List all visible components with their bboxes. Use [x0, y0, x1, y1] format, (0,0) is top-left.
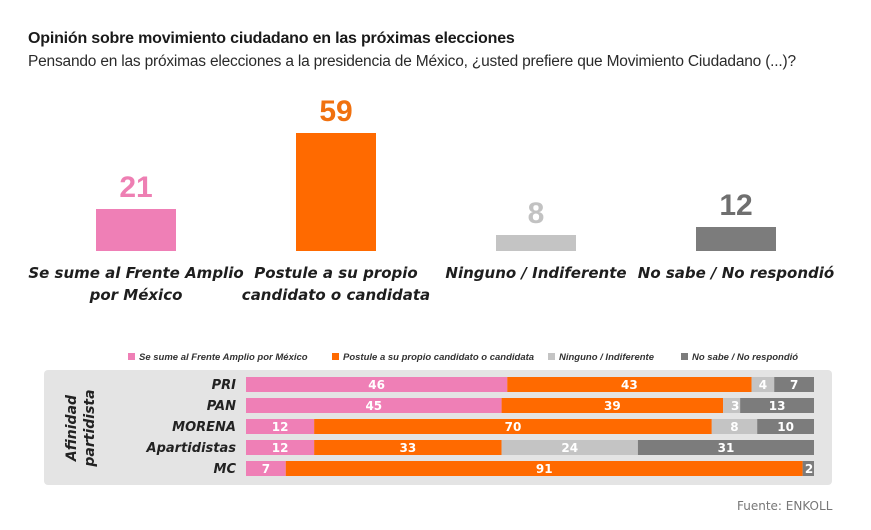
row-label: PRI [212, 378, 237, 393]
legend-label: Se sume al Frente Amplio por México [139, 352, 308, 363]
bar-value-label: 12 [719, 189, 752, 222]
segment-value-label: 12 [272, 420, 289, 434]
segment-value-label: 91 [536, 462, 553, 476]
bar-1 [96, 209, 176, 251]
chart-title: Opinión sobre movimiento ciudadano en la… [28, 30, 515, 47]
stacked-segment [507, 377, 752, 392]
segment-value-label: 43 [621, 378, 638, 392]
segment-value-label: 24 [561, 441, 578, 455]
legend-label: Ninguno / Indiferente [559, 352, 655, 363]
row-label: MC [214, 462, 237, 477]
bar-value-label: 21 [119, 171, 152, 204]
stacked-segment [740, 398, 814, 413]
category-label: por México [89, 286, 183, 304]
stacked-segment [751, 377, 775, 392]
stacked-segment [501, 398, 724, 413]
stacked-segment [774, 377, 814, 392]
category-label: Se sume al Frente Amplio [28, 264, 243, 282]
segment-value-label: 33 [400, 441, 417, 455]
stacked-segment [246, 377, 508, 392]
legend-swatch [548, 353, 555, 360]
segment-value-label: 70 [505, 420, 522, 434]
row-label: MORENA [172, 420, 236, 435]
segment-value-label: 31 [718, 441, 735, 455]
legend-swatch [681, 353, 688, 360]
segment-value-label: 45 [365, 399, 382, 413]
category-label: No sabe / No respondió [638, 264, 834, 282]
stacked-segment [246, 419, 315, 434]
legend-swatch [332, 353, 339, 360]
legend-label: Postule a su propio candidato o candidat… [343, 352, 534, 363]
stacked-segment [246, 461, 286, 476]
stacked-segment [314, 419, 712, 434]
segment-value-label: 4 [759, 378, 767, 392]
legend-swatch [128, 353, 135, 360]
bar-value-label: 59 [319, 95, 352, 128]
category-label: candidato o candidata [242, 286, 430, 304]
segment-value-label: 8 [730, 420, 738, 434]
group-axis-label: Afinidad [64, 394, 80, 462]
segment-value-label: 7 [262, 462, 270, 476]
segment-value-label: 7 [790, 378, 798, 392]
group-axis-label: partidista [82, 389, 98, 467]
stacked-segment [246, 398, 502, 413]
stacked-segment [711, 419, 758, 434]
stacked-segment [757, 419, 814, 434]
bar-2 [296, 133, 376, 251]
segment-value-label: 12 [272, 441, 289, 455]
stacked-segment [314, 440, 502, 455]
legend-label: No sabe / No respondió [692, 352, 798, 363]
segment-value-label: 3 [731, 399, 739, 413]
segment-value-label: 2 [805, 462, 813, 476]
row-label: PAN [207, 399, 236, 414]
summary-bar-chart: 21 Se sume al Frente Amplio por México 59 Po… [28, 95, 834, 304]
row-label: Apartidistas [146, 441, 237, 456]
stacked-segment [637, 440, 814, 455]
stacked-segment [246, 440, 315, 455]
bar-value-label: 8 [528, 197, 545, 230]
stacked-segment [723, 398, 741, 413]
bar-3 [496, 235, 576, 251]
category-label: Ninguno / Indiferente [445, 264, 626, 282]
segment-value-label: 39 [604, 399, 621, 413]
stacked-segment [802, 461, 814, 476]
stacked-segment [285, 461, 803, 476]
segment-value-label: 46 [368, 378, 385, 392]
stacked-segment [501, 440, 638, 455]
source-note: Fuente: ENKOLL [737, 499, 833, 513]
segment-value-label: 10 [777, 420, 794, 434]
category-label: Postule a su propio [254, 264, 417, 282]
chart-subtitle: Pensando en las próximas elecciones a la… [28, 53, 796, 70]
bar-4 [696, 227, 776, 251]
segment-value-label: 13 [769, 399, 786, 413]
